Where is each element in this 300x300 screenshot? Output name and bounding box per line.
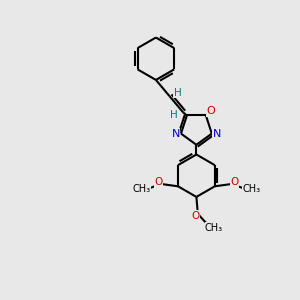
Text: O: O [206, 106, 215, 116]
Text: O: O [230, 177, 238, 187]
Text: N: N [213, 129, 221, 139]
Text: N: N [172, 129, 180, 139]
Text: H: H [170, 110, 178, 120]
Text: CH₃: CH₃ [242, 184, 260, 194]
Text: CH₃: CH₃ [133, 184, 151, 194]
Text: O: O [191, 211, 200, 221]
Text: CH₃: CH₃ [205, 223, 223, 232]
Text: O: O [154, 177, 163, 187]
Text: H: H [174, 88, 182, 98]
